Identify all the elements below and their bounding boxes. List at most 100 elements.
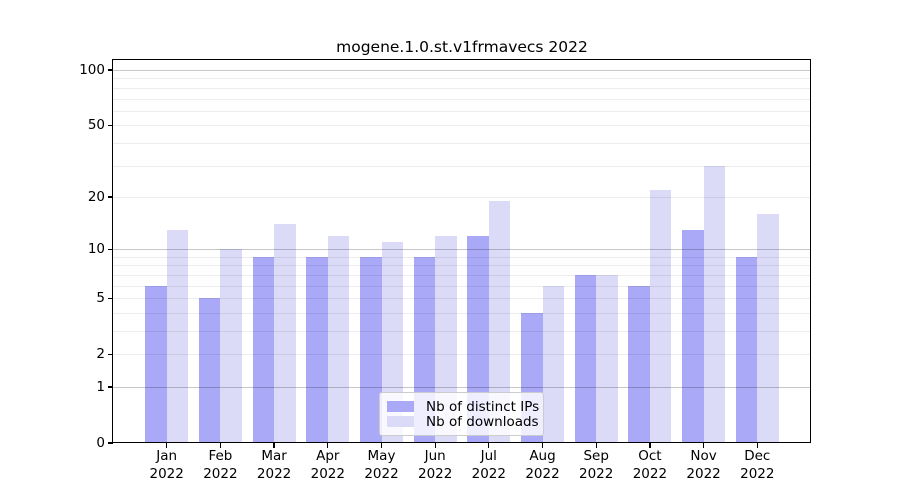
bar-distinct-ips-dec (735, 256, 758, 443)
y-tick-5 (107, 297, 113, 299)
x-tick-month: Jul (480, 448, 497, 464)
y-tick-label-50: 50 (87, 117, 105, 134)
gridline-minor-50 (113, 125, 811, 127)
x-tick-label-feb: Feb 2022 (180, 448, 260, 483)
bar-downloads-apr (327, 235, 350, 443)
gridline-minor-20 (113, 196, 811, 198)
bar-downloads-nov (703, 165, 726, 443)
y-tick-label-0: 0 (96, 435, 105, 451)
plot-area: Nb of distinct IPs Nb of downloads (113, 60, 811, 443)
x-tick-month: Nov (690, 448, 717, 464)
gridline-minor-3 (113, 331, 811, 332)
gridline-minor-40 (113, 142, 811, 144)
gridline-minor-70 (113, 98, 811, 100)
y-tick-100 (107, 69, 113, 71)
gridline-minor-60 (113, 110, 811, 112)
x-tick-label-oct: Oct 2022 (610, 448, 690, 483)
x-tick-year: 2022 (740, 465, 775, 482)
bar-distinct-ips-sep (574, 274, 597, 443)
x-tick-label-may: May 2022 (342, 448, 422, 483)
x-tick-mar (273, 443, 275, 448)
bar-downloads-jun (435, 235, 457, 443)
x-tick-year: 2022 (686, 465, 721, 482)
x-tick-year: 2022 (256, 465, 292, 482)
legend-swatch-distinct-ips (387, 401, 414, 412)
y-tick-1 (107, 386, 113, 388)
x-tick-label-jul: Jul 2022 (449, 448, 529, 483)
x-tick-label-aug: Aug 2022 (503, 448, 583, 483)
x-tick-month: Jan (156, 448, 178, 464)
x-tick-month: Mar (261, 448, 287, 464)
gridline-minor-4 (113, 312, 811, 314)
gridline-minor-9 (113, 256, 811, 258)
y-tick-label-20: 20 (87, 188, 105, 205)
bar-downloads-oct (649, 189, 672, 443)
x-tick-dec (756, 443, 758, 448)
x-tick-month: Dec (744, 448, 771, 464)
x-tick-apr (327, 443, 329, 448)
y-tick-10 (107, 248, 113, 250)
x-tick-label-apr: Apr 2022 (288, 448, 368, 483)
x-tick-month: Aug (529, 448, 556, 464)
gridline-minor-6 (113, 285, 811, 287)
x-tick-year: 2022 (471, 465, 506, 482)
x-tick-jun (434, 443, 436, 448)
y-tick-label-100: 100 (79, 62, 105, 78)
chart-title: mogene.1.0.st.v1frmavecs 2022 (336, 38, 588, 56)
x-tick-month: Oct (638, 448, 662, 464)
gridline-minor-5 (113, 298, 811, 300)
x-tick-jan (166, 443, 168, 448)
x-tick-month: Apr (316, 448, 340, 464)
legend: Nb of distinct IPs Nb of downloads (379, 392, 544, 436)
y-tick-2 (107, 353, 113, 355)
y-tick-label-5: 5 (96, 290, 105, 307)
bar-distinct-ips-jan (145, 285, 167, 443)
x-tick-label-nov: Nov 2022 (664, 448, 744, 483)
bar-downloads-dec (757, 214, 779, 443)
x-tick-label-sep: Sep 2022 (556, 448, 636, 483)
gridline-minor-8 (113, 265, 811, 267)
x-tick-feb (219, 443, 221, 448)
bar-downloads-aug (542, 285, 564, 443)
x-tick-year: 2022 (149, 465, 184, 482)
gridline-minor-90 (113, 78, 811, 80)
x-tick-year: 2022 (632, 465, 668, 482)
legend-item-distinct-ips: Nb of distinct IPs (387, 399, 539, 415)
legend-swatch-downloads (387, 416, 414, 427)
y-tick-label-2: 2 (96, 346, 105, 363)
x-tick-year: 2022 (203, 465, 238, 482)
y-tick-label-1: 1 (96, 379, 105, 395)
bar-distinct-ips-jul (467, 235, 489, 443)
x-tick-oct (649, 443, 651, 448)
bar-distinct-ips-mar (252, 256, 275, 443)
x-tick-nov (703, 443, 705, 448)
bar-downloads-feb (220, 249, 242, 443)
x-tick-year: 2022 (418, 465, 453, 482)
x-tick-year: 2022 (364, 465, 399, 482)
x-tick-month: Feb (208, 448, 233, 464)
gridline-minor-2 (113, 354, 811, 356)
y-tick-20 (107, 196, 113, 198)
bar-distinct-ips-feb (198, 298, 221, 443)
gridline-major-100 (113, 70, 811, 71)
x-tick-label-dec: Dec 2022 (717, 448, 797, 483)
gridline-major-1 (113, 387, 811, 388)
x-tick-month: Sep (583, 448, 609, 464)
y-tick-50 (107, 124, 113, 126)
legend-label-downloads: Nb of downloads (426, 413, 539, 430)
x-tick-month: May (367, 448, 396, 464)
gridline-major-10 (113, 249, 811, 251)
x-tick-year: 2022 (579, 465, 614, 482)
bar-downloads-jan (166, 229, 189, 443)
bar-distinct-ips-may (360, 256, 382, 443)
legend-item-downloads: Nb of downloads (387, 414, 539, 430)
x-tick-sep (595, 443, 597, 448)
x-tick-label-jun: Jun 2022 (395, 448, 475, 483)
x-tick-label-mar: Mar 2022 (234, 448, 314, 483)
x-tick-may (380, 443, 383, 448)
x-tick-year: 2022 (525, 465, 560, 482)
gridline-minor-7 (113, 274, 811, 276)
bar-downloads-jul (488, 200, 511, 443)
x-tick-aug (541, 443, 544, 448)
